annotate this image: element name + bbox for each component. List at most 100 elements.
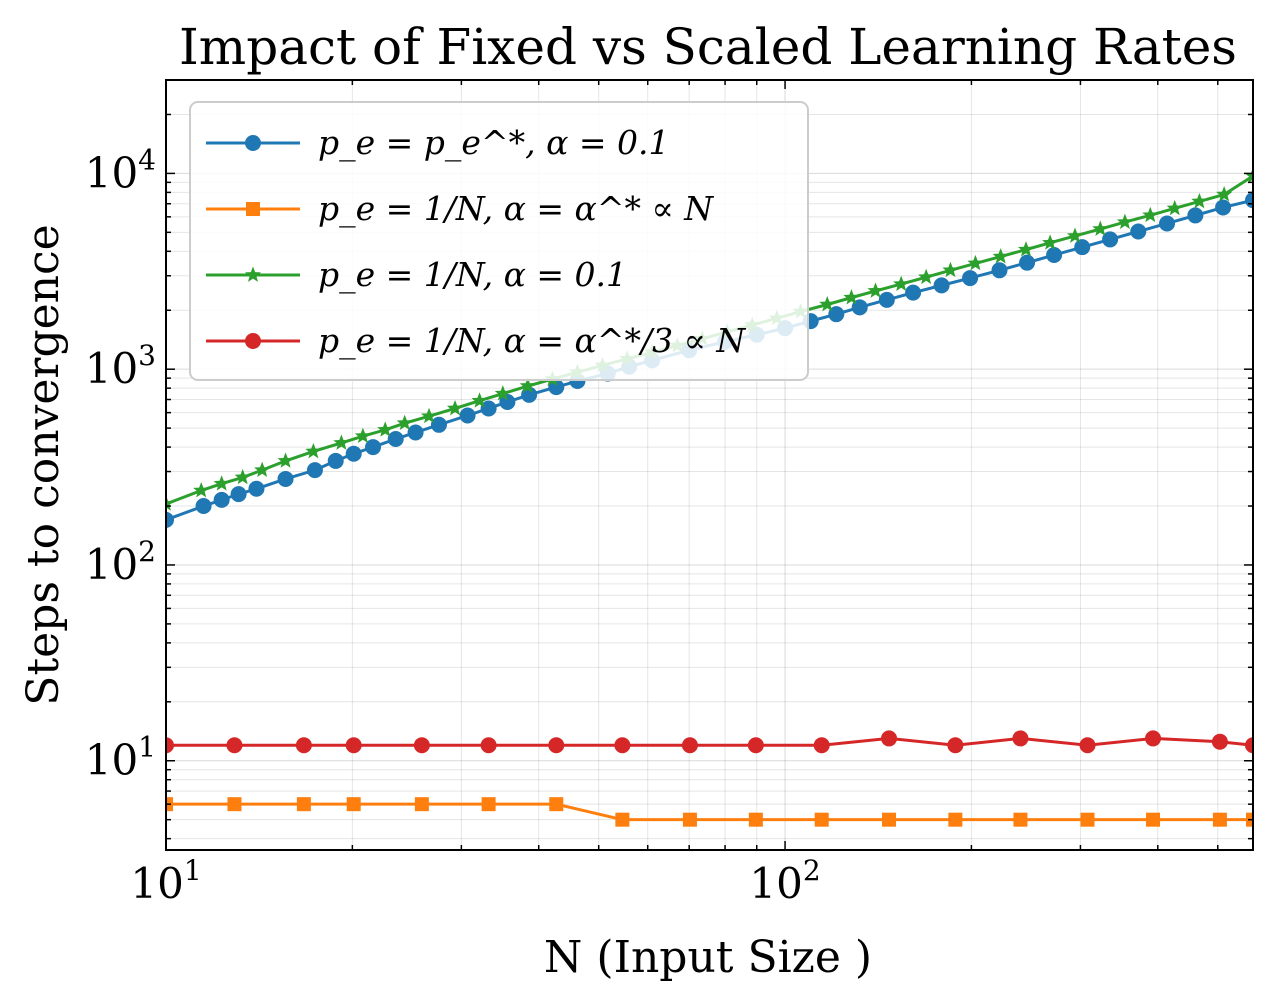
data-point — [230, 486, 247, 503]
data-point — [614, 737, 631, 754]
x-axis-label: N (Input Size ) — [544, 932, 872, 983]
legend-entry-2: p_e = 1/N, α = 0.1 — [206, 255, 627, 295]
data-point — [814, 812, 829, 827]
legend-label: p_e = 1/N, α = α^*/3 ∝ N — [318, 321, 746, 361]
data-point — [1012, 730, 1029, 747]
data-point — [1244, 167, 1253, 183]
data-point — [1013, 812, 1028, 827]
data-point — [1216, 186, 1233, 202]
tick-label: 102 — [85, 535, 156, 589]
data-point — [277, 452, 294, 468]
data-point — [813, 737, 830, 754]
data-point — [1046, 247, 1063, 264]
legend-marker — [245, 135, 261, 151]
data-point — [166, 737, 174, 754]
tick-label: 101 — [130, 854, 201, 908]
data-point — [481, 797, 496, 812]
data-point — [459, 407, 476, 424]
data-point — [213, 475, 230, 491]
tick-label: 104 — [85, 143, 156, 197]
data-point — [615, 812, 630, 827]
data-point — [893, 275, 910, 291]
data-point — [327, 452, 344, 469]
data-point — [420, 407, 438, 424]
data-point — [1245, 737, 1253, 754]
data-point — [992, 248, 1009, 264]
data-point — [933, 277, 950, 294]
data-point — [1166, 199, 1183, 216]
data-point — [519, 377, 536, 393]
data-point — [681, 737, 698, 754]
data-point — [226, 737, 243, 754]
data-point — [480, 400, 497, 417]
data-point — [962, 270, 979, 287]
data-point — [1079, 737, 1096, 754]
data-point — [471, 392, 488, 408]
series-1 — [166, 797, 1253, 827]
series-3 — [166, 730, 1253, 754]
data-point — [878, 291, 895, 308]
data-point — [345, 737, 362, 754]
legend-entry-0: p_e = p_e^*, α = 0.1 — [206, 123, 669, 163]
data-point — [1212, 812, 1227, 827]
data-point — [1066, 227, 1084, 243]
data-point — [346, 797, 361, 812]
data-point — [254, 461, 271, 478]
data-point — [193, 482, 210, 498]
data-point — [1211, 733, 1228, 750]
data-point — [1187, 207, 1204, 224]
data-point — [942, 261, 959, 278]
tick-label: 101 — [85, 731, 156, 785]
data-point — [918, 268, 935, 285]
data-point — [305, 442, 322, 459]
data-point — [414, 797, 429, 812]
data-point — [494, 385, 511, 401]
tick-label: 103 — [85, 339, 156, 393]
chart-title: Impact of Fixed vs Scaled Learning Rates — [179, 18, 1237, 76]
legend-entry-3: p_e = 1/N, α = α^*/3 ∝ N — [206, 321, 746, 361]
data-point — [277, 470, 294, 487]
data-point — [881, 730, 898, 747]
data-point — [166, 511, 174, 528]
series-line — [166, 802, 1253, 822]
data-point — [905, 284, 922, 301]
data-point — [548, 379, 565, 396]
series-line — [166, 736, 1253, 747]
data-point — [306, 462, 323, 479]
data-point — [1092, 220, 1109, 236]
data-point — [1146, 812, 1161, 827]
data-point — [991, 262, 1008, 279]
data-point — [1080, 812, 1095, 827]
data-point — [1159, 215, 1176, 232]
legend-box — [189, 101, 809, 381]
data-point — [227, 797, 242, 812]
data-point — [1130, 223, 1147, 240]
data-point — [345, 445, 362, 462]
data-point — [682, 812, 697, 827]
data-point — [1042, 234, 1059, 250]
data-point — [1191, 192, 1208, 209]
data-point — [947, 737, 964, 754]
data-point — [499, 393, 516, 410]
tick-label: 102 — [749, 854, 820, 908]
data-point — [549, 797, 564, 812]
data-point — [1074, 239, 1091, 256]
data-point — [748, 812, 763, 827]
data-point — [396, 414, 413, 431]
data-point — [1116, 213, 1134, 229]
data-point — [377, 421, 394, 437]
data-point — [413, 737, 430, 754]
plot-frame — [165, 79, 1254, 851]
y-axis-label: Steps to convergence — [18, 224, 69, 705]
legend-label: p_e = p_e^*, α = 0.1 — [318, 123, 669, 163]
data-point — [407, 424, 424, 441]
legend-marker — [246, 202, 260, 216]
legend-label: p_e = 1/N, α = 0.1 — [318, 255, 627, 295]
data-point — [867, 282, 884, 298]
data-point — [948, 812, 963, 827]
data-point — [248, 480, 265, 497]
data-point — [296, 797, 311, 812]
data-point — [480, 737, 497, 754]
data-point — [819, 296, 836, 312]
